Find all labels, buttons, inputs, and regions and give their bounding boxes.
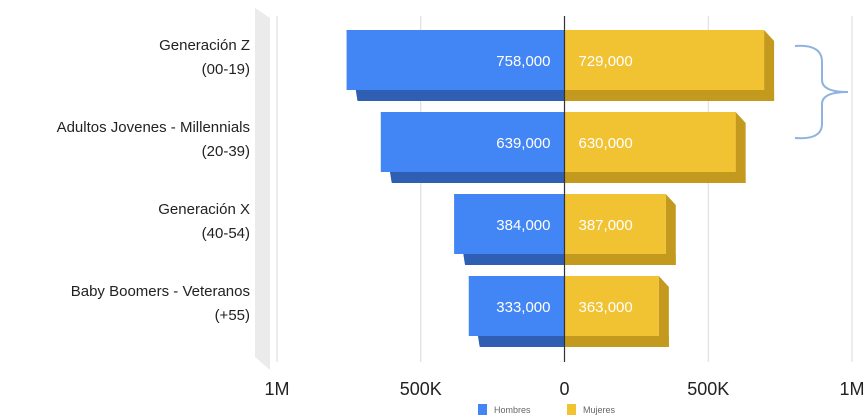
bar-mujeres-base-1 <box>564 172 746 183</box>
bars-layer: 758,000 729,000 639,000 630,000 384,000 387,0… <box>346 16 775 362</box>
bar-hombres-3 <box>468 276 565 336</box>
x-tick-label-0: 1M <box>264 379 289 399</box>
category-label-3-0: Baby Boomers - Veteranos <box>71 283 250 300</box>
category-label-0-0: Generación Z <box>159 37 250 54</box>
bar-mujeres-base-0 <box>564 90 775 101</box>
data-label-mujeres-0: 729,000 <box>579 53 633 70</box>
bar-mujeres-side-2 <box>665 194 676 265</box>
bar-mujeres-3 <box>564 276 659 336</box>
x-tick-label-1: 500K <box>400 379 442 399</box>
bar-mujeres-side-1 <box>735 112 746 183</box>
annotation-layer <box>794 44 849 140</box>
legend: Hombres Mujeres <box>478 404 616 415</box>
data-label-mujeres-3: 363,000 <box>579 299 633 316</box>
brace-annotation <box>794 44 849 140</box>
data-label-hombres-2: 384,000 <box>496 217 550 234</box>
bar-mujeres-2 <box>564 194 666 254</box>
bar-mujeres-side-0 <box>764 30 775 101</box>
bar-mujeres-base-2 <box>564 254 676 265</box>
data-label-hombres-0: 758,000 <box>496 53 550 70</box>
chart-wall <box>255 8 270 370</box>
bar-hombres-0 <box>346 30 565 90</box>
category-label-1-0: Adultos Jovenes - Millennials <box>57 119 250 136</box>
data-label-mujeres-1: 630,000 <box>579 135 633 152</box>
category-label-3-1: (+55) <box>215 307 250 324</box>
legend-label-mujeres: Mujeres <box>583 405 616 415</box>
bar-mujeres-base-3 <box>564 336 669 347</box>
legend-swatch-hombres <box>478 404 487 415</box>
x-tick-label-3: 500K <box>687 379 729 399</box>
x-axis-tick-labels: 1M 500K 0 500K 1M <box>264 379 864 399</box>
x-tick-label-2: 0 <box>559 379 569 399</box>
x-tick-label-4: 1M <box>839 379 864 399</box>
category-label-2-0: Generación X <box>158 201 250 218</box>
data-label-hombres-3: 333,000 <box>496 299 550 316</box>
chart-left-wall <box>255 8 270 370</box>
category-label-2-1: (40-54) <box>202 225 250 242</box>
legend-swatch-mujeres <box>567 404 576 415</box>
bar-mujeres-side-3 <box>658 276 669 347</box>
category-label-1-1: (20-39) <box>202 143 250 160</box>
bar-hombres-2 <box>454 194 565 254</box>
category-labels: Generación Z (00-19) Adultos Jovenes - Mil… <box>57 37 250 324</box>
bar-mujeres-0 <box>564 30 765 90</box>
data-label-hombres-1: 639,000 <box>496 135 550 152</box>
data-label-mujeres-2: 387,000 <box>579 217 633 234</box>
legend-label-hombres: Hombres <box>494 405 531 415</box>
category-label-0-1: (00-19) <box>202 61 250 78</box>
bar-hombres-1 <box>380 112 565 172</box>
bar-mujeres-1 <box>564 112 736 172</box>
